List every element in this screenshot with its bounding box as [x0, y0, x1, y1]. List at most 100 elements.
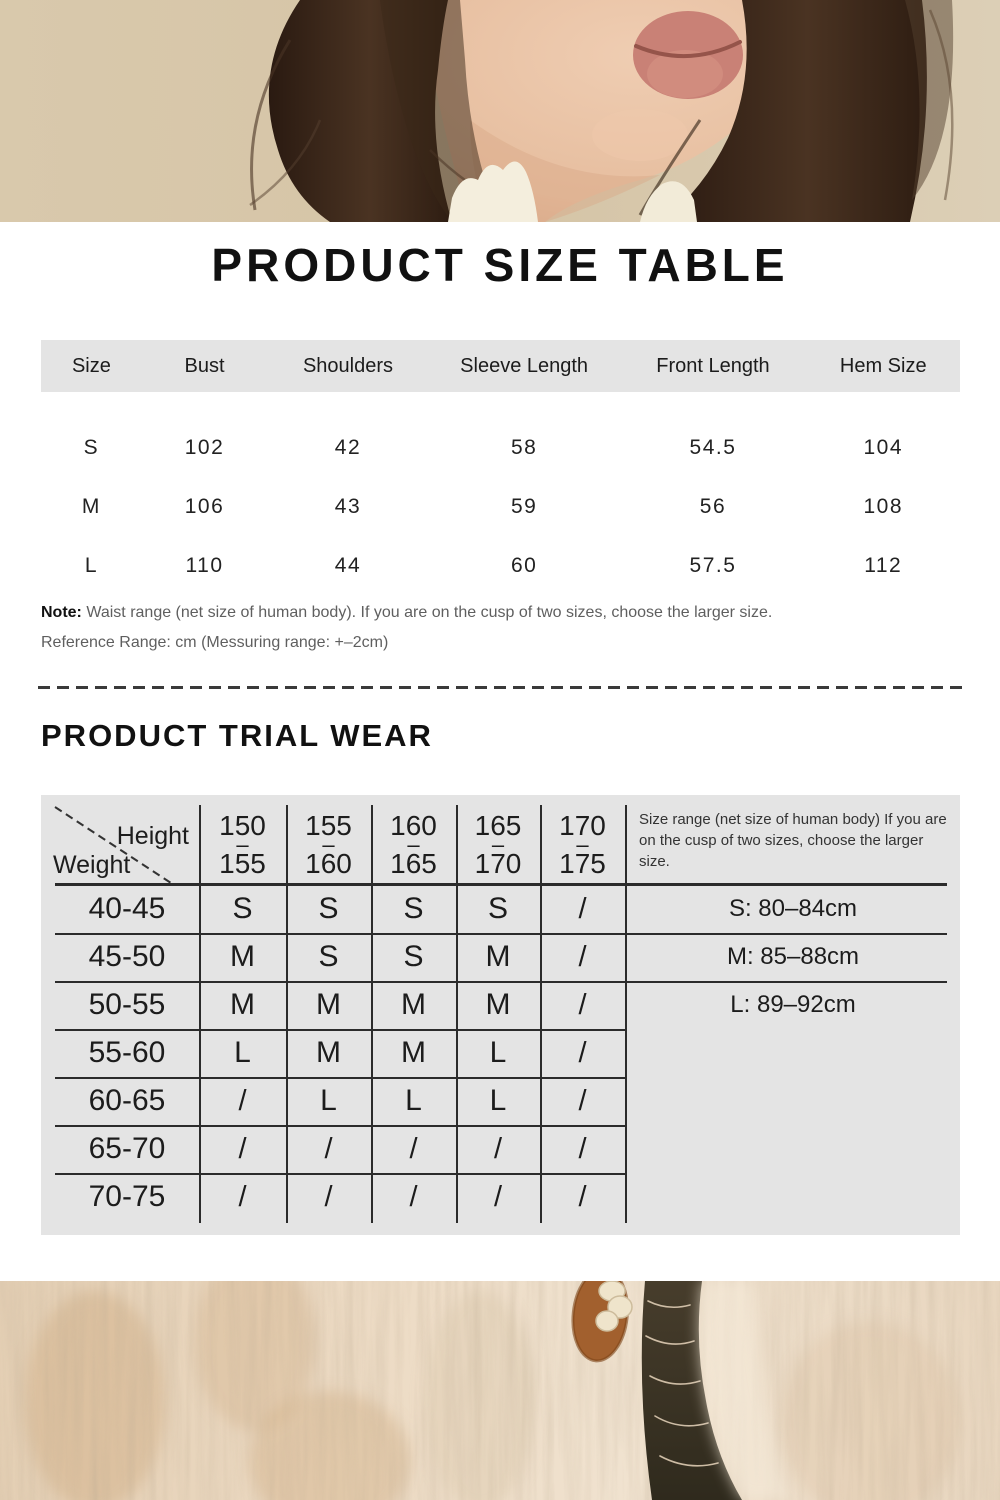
trial-size-cell: S [318, 940, 339, 973]
height-range-header: 155–160 [286, 805, 371, 883]
grid-line-vertical [286, 805, 288, 1223]
size-cell: 59 [510, 494, 538, 518]
trial-size-cell: S [487, 892, 508, 925]
weight-range-label: 55-60 [88, 1036, 166, 1069]
trial-size-cell: M [230, 988, 255, 1021]
column-header: Size [41, 340, 142, 392]
size-range-label: L: 89–92cm [730, 991, 856, 1018]
trial-size-cell: L [234, 1036, 251, 1069]
diagonal-divider [54, 806, 172, 884]
note-label: Note: [41, 604, 82, 621]
column-header: Front Length [619, 340, 807, 392]
model-photo-art [0, 0, 1000, 222]
spacer-cell [41, 392, 142, 418]
size-table: Size Bust Shoulders Sleeve Length Front Leng… [41, 340, 960, 595]
header-divider-line [55, 883, 947, 886]
size-cell: 44 [334, 553, 362, 577]
dashed-divider [38, 686, 962, 689]
size-row: M 106 43 59 56 108 [41, 477, 960, 536]
size-cell: 43 [334, 494, 362, 518]
grid-line-horizontal [55, 1077, 625, 1079]
size-cell: 108 [863, 494, 904, 518]
size-cell: 54.5 [689, 435, 737, 459]
height-from: 170 [559, 809, 606, 841]
size-cell: 56 [699, 494, 727, 518]
height-from: 150 [219, 809, 266, 841]
trial-size-cell: / [409, 1133, 418, 1165]
weight-axis-label: Weight [53, 851, 131, 879]
reference-note: Reference Range: cm (Messuring range: +–… [41, 634, 389, 651]
size-cell: 57.5 [689, 553, 737, 577]
weight-range-label: 65-70 [88, 1132, 166, 1165]
trial-size-cell: M [230, 940, 255, 973]
size-row: S 102 42 58 54.5 104 [41, 418, 960, 477]
height-range-header: 165–170 [456, 805, 540, 883]
trial-size-cell: / [578, 1085, 587, 1117]
size-cell: 58 [510, 435, 538, 459]
grid-line-vertical [456, 805, 458, 1223]
coat-photo [0, 1281, 1000, 1500]
column-header: Bust [141, 340, 268, 392]
trial-size-cell: S [403, 940, 424, 973]
height-from: 160 [390, 809, 437, 841]
trial-size-cell: / [238, 1085, 247, 1117]
size-cell: 60 [510, 553, 538, 577]
coat-photo-art [0, 1281, 1000, 1500]
grid-line-horizontal [55, 1029, 625, 1031]
trial-size-cell: M [316, 988, 341, 1021]
trial-size-cell: S [403, 892, 424, 925]
trial-size-cell: L [405, 1084, 422, 1117]
weight-range-label: 70-75 [88, 1180, 166, 1213]
size-cell: S [83, 435, 100, 459]
trial-size-cell: M [401, 1036, 426, 1069]
trial-size-cell: / [578, 941, 587, 973]
size-cell: 102 [184, 435, 225, 459]
size-cell: 106 [184, 494, 225, 518]
trial-size-cell: / [409, 1181, 418, 1213]
trial-size-cell: / [324, 1133, 333, 1165]
weight-range-label: 40-45 [88, 892, 166, 925]
trial-size-cell: M [485, 940, 511, 973]
size-range-label: M: 85–88cm [726, 943, 860, 970]
trial-size-cell: / [578, 1181, 587, 1213]
trial-size-cell: L [489, 1036, 507, 1069]
trial-size-cell: S [232, 892, 253, 925]
trial-note: Size range (net size of human body) If y… [639, 811, 947, 870]
trial-size-cell: / [493, 1181, 503, 1213]
trial-size-cell: / [324, 1181, 333, 1213]
trial-size-cell: M [485, 988, 511, 1021]
size-note: Note: Waist range (net size of human bod… [41, 604, 772, 622]
model-photo [0, 0, 1000, 222]
trial-size-cell: / [578, 989, 587, 1021]
trial-size-cell: S [318, 892, 339, 925]
size-cell: 104 [863, 435, 904, 459]
button-braid [595, 1281, 633, 1332]
height-from: 165 [474, 809, 522, 841]
note-text: Waist range (net size of human body). If… [81, 604, 773, 621]
grid-line-horizontal [55, 933, 947, 935]
height-range-header: 170–175 [540, 805, 625, 883]
height-to: 165 [390, 847, 437, 879]
weight-range-label: 45-50 [88, 940, 166, 973]
size-range-label: S: 80–84cm [728, 895, 858, 922]
weight-range-label: 60-65 [88, 1084, 166, 1117]
size-cell: 110 [185, 553, 224, 577]
grid-line-vertical [625, 805, 627, 1223]
size-cell: L [84, 553, 99, 577]
column-header: Sleeve Length [428, 340, 620, 392]
height-to: 155 [219, 847, 266, 879]
grid-line-vertical [540, 805, 542, 1223]
trial-size-cell: L [320, 1084, 337, 1117]
height-to: 170 [474, 847, 522, 879]
trial-size-cell: L [489, 1084, 507, 1117]
grid-line-horizontal [55, 1125, 625, 1127]
height-range-header: 150–155 [199, 805, 286, 883]
trial-size-cell: / [578, 1037, 587, 1069]
trial-size-cell: / [578, 893, 587, 925]
trial-wear-table: Height Weight Size range (net size of hu… [41, 795, 960, 1235]
weight-range-label: 50-55 [88, 988, 166, 1021]
height-to: 160 [305, 847, 352, 879]
grid-line-horizontal [55, 981, 947, 983]
size-row: L 110 44 60 57.5 112 [41, 536, 960, 595]
